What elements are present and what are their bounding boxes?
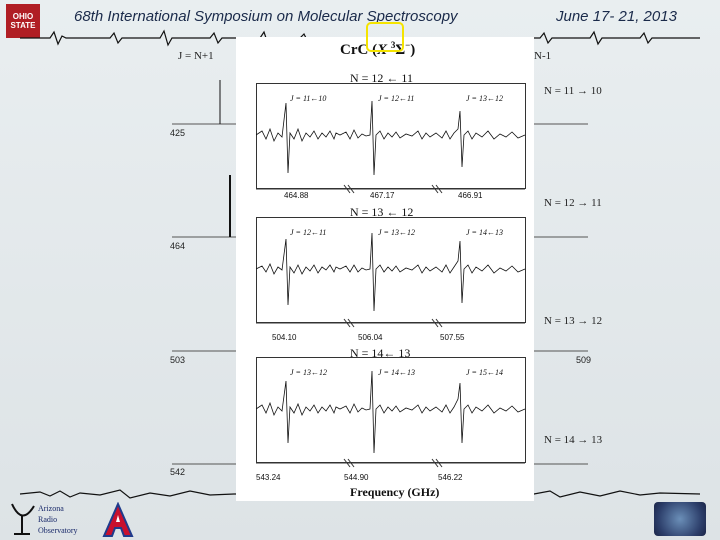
crc-spectra-figure: CrC (X 3Σ−) N = 12 ← 11 J = 11←10 J = 12…	[236, 37, 534, 501]
panel-1-label: N = 12 ← 11	[350, 71, 413, 85]
panel-3-transition-a: J = 13←12	[290, 368, 327, 377]
transition-label-n11: N = 11 → 10	[544, 85, 602, 97]
panel-2-freq-c: 507.55	[440, 333, 465, 342]
tick-464: 464	[170, 241, 186, 251]
title-highlight-box	[366, 22, 404, 52]
panel-2-label: N = 13 ← 12	[350, 205, 414, 219]
tick-503: 503	[170, 355, 186, 365]
panel-3-freq-c: 546.22	[438, 473, 463, 482]
panel-2-freq-a: 504.10	[272, 333, 297, 342]
tick-425: 425	[170, 128, 186, 138]
panel-3-freq-a: 543.24	[256, 473, 281, 482]
right-stick-spectrum	[534, 123, 588, 465]
panel-1-freq-b: 467.17	[370, 191, 395, 200]
panel-1-spectrum	[256, 83, 526, 194]
symposium-date: June 17- 21, 2013	[556, 8, 677, 25]
footer-waveform	[19, 489, 701, 499]
left-stick-spectrum	[172, 80, 236, 465]
panel-2-freq-b: 506.04	[358, 333, 383, 342]
panel-1-freq-c: 466.91	[458, 191, 483, 200]
aro-line-1: Arizona	[38, 504, 64, 513]
dish-icon	[11, 503, 35, 535]
aro-line-2: Radio	[38, 515, 58, 524]
tick-509: 509	[576, 355, 592, 365]
j-label-left: J = N+1	[178, 50, 214, 62]
j-label-right: N-1	[534, 50, 552, 62]
transition-label-n12: N = 12 → 11	[544, 197, 602, 209]
panel-2-transition-b: J = 13←12	[378, 228, 415, 237]
ohio-state-logo: OHIO STATE	[6, 4, 40, 38]
panel-1-transition-a: J = 11←10	[290, 94, 327, 103]
panel-3-label: N = 14← 13	[350, 346, 411, 360]
transition-label-n14: N = 14 → 13	[544, 434, 603, 446]
figure-x-axis-label: Frequency (GHz)	[350, 485, 440, 499]
panel-1-freq-a: 464.88	[284, 191, 309, 200]
panel-3-transition-c: J = 15←14	[466, 368, 503, 377]
panel-2-transition-c: J = 14←13	[466, 228, 503, 237]
panel-1-transition-b: J = 12←11	[378, 94, 415, 103]
conference-seal-icon	[654, 502, 706, 536]
panel-2-transition-a: J = 12←11	[290, 228, 327, 237]
tick-542: 542	[170, 467, 186, 477]
university-of-arizona-logo	[102, 502, 134, 537]
aro-line-3: Observatory	[38, 526, 78, 535]
transition-label-n13: N = 13 → 12	[544, 315, 603, 327]
arizona-radio-observatory-logo: Arizona Radio Observatory	[8, 496, 92, 540]
panel-3-spectrum	[256, 357, 526, 468]
header-waveform	[20, 29, 700, 47]
panel-2-spectrum	[256, 217, 526, 328]
symposium-title: 68th International Symposium on Molecula…	[74, 8, 458, 25]
panel-1-transition-c: J = 13←12	[466, 94, 503, 103]
panel-3-freq-b: 544.90	[344, 473, 369, 482]
panel-3-transition-b: J = 14←13	[378, 368, 415, 377]
